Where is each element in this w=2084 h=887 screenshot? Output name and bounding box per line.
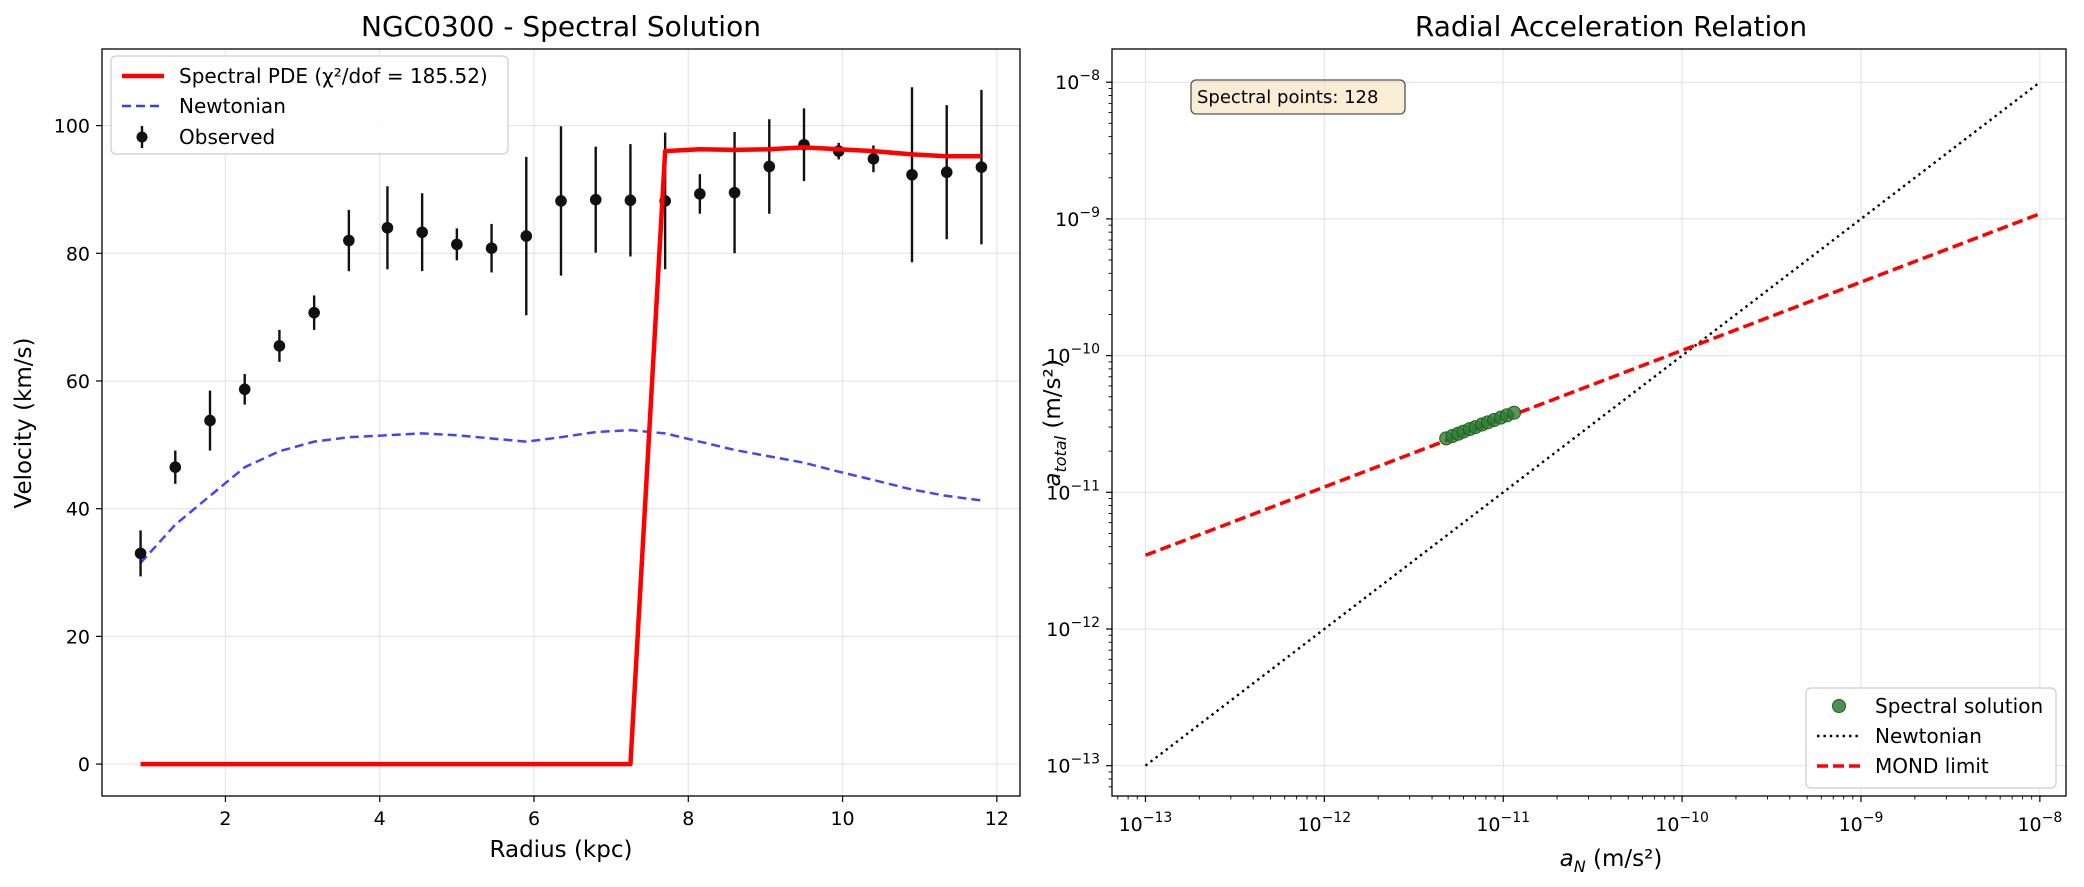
right-y-tick-label: 10−12: [1046, 615, 1100, 641]
observed-point: [381, 221, 394, 234]
right-series: [1144, 81, 2041, 767]
observed-point: [451, 238, 463, 251]
left-y-axis-label: Velocity (km/s): [11, 338, 37, 509]
right-x-tick-label: 10−8: [2017, 810, 2062, 836]
observed-point: [624, 194, 637, 207]
observed-point: [520, 230, 533, 242]
legend-label-spectral: Spectral PDE (χ²/dof = 185.52): [179, 64, 488, 88]
right-y-axis-label: atotal (m/s²): [1040, 359, 1070, 486]
observed-point: [204, 414, 216, 427]
right-x-axis-label-sub: N: [1574, 857, 1586, 876]
observed-point: [589, 193, 602, 206]
observed-point: [867, 153, 880, 165]
observed-point: [975, 161, 988, 173]
left-y-tick-label: 60: [66, 371, 90, 393]
left-x-tick-label: 10: [830, 808, 854, 830]
right-x-tick-label: 10−9: [1839, 810, 1884, 836]
right-y-tick-label: 10−13: [1046, 752, 1100, 778]
spectral-solution-point: [1507, 405, 1522, 420]
right-legend: Spectral solution Newtonian MOND limit: [1805, 687, 2057, 789]
left-chart: 2 4 6 8 10 12 0 20 40 60 80 100 NGC0300 - Spectral …: [11, 10, 1021, 863]
legend-swatch-observed-marker: [136, 131, 148, 143]
left-x-tick-label: 8: [682, 808, 694, 830]
legend-swatch-spectral-solution: [1832, 699, 1846, 713]
right-y-axis-label-sub: total: [1051, 435, 1070, 472]
right-x-axis-label-main: a: [1560, 846, 1574, 872]
newtonian-line: [1144, 81, 2041, 767]
right-chart-title: Radial Acceleration Relation: [1415, 10, 1807, 43]
right-x-axis-label: aN (m/s²): [1560, 846, 1663, 876]
observed-point: [555, 195, 567, 207]
right-x-tick-label: 10−10: [1655, 810, 1709, 836]
left-y-tick-label: 0: [78, 754, 90, 776]
right-y-axis-label-unit: (m/s²): [1040, 359, 1066, 436]
right-x-tick-label: 10−12: [1297, 810, 1351, 836]
legend-label-observed: Observed: [179, 125, 275, 149]
annotation-text: Spectral points: 128: [1197, 87, 1378, 108]
right-x-tick-label: 10−11: [1476, 810, 1530, 836]
left-legend-box: [110, 55, 509, 155]
right-y-tick-label: 10−8: [1055, 68, 1100, 94]
left-x-axis-label: Radius (kpc): [490, 837, 633, 863]
legend-label-spectral-solution: Spectral solution: [1875, 694, 2043, 718]
observed-point: [273, 340, 286, 352]
legend-label-mond: MOND limit: [1875, 754, 1989, 778]
legend-label-newtonian: Newtonian: [179, 94, 286, 118]
right-ticks: 10−13 10−13 10−12 10−12 10−11 10−11 10−10 10−10…: [1046, 68, 2062, 836]
left-legend: Spectral PDE (χ²/dof = 185.52) Newtonian…: [110, 55, 509, 155]
observed-point: [906, 168, 918, 181]
left-chart-title: NGC0300 - Spectral Solution: [361, 10, 761, 43]
observed-point: [238, 383, 251, 396]
left-y-tick-label: 100: [54, 116, 90, 138]
left-y-tick-label: 20: [66, 626, 90, 648]
annotation-box: [1190, 79, 1406, 115]
right-x-tick-label: 10−13: [1119, 810, 1173, 836]
spectral-points-annotation: Spectral points: 128: [1190, 79, 1406, 115]
right-y-tick-label: 10−11: [1046, 478, 1100, 504]
right-x-axis-label-unit: (m/s²): [1586, 846, 1663, 872]
legend-label-newtonian-right: Newtonian: [1875, 724, 1982, 748]
observed-point: [134, 547, 147, 560]
observed-point: [343, 234, 355, 247]
observed-point: [308, 306, 320, 319]
left-series: [134, 87, 988, 767]
spectral-pde-curve: [140, 145, 982, 767]
left-x-tick-label: 12: [985, 808, 1009, 830]
right-plot-area: [1112, 49, 2066, 796]
right-y-tick-label: 10−10: [1046, 342, 1100, 368]
observed-point: [416, 226, 428, 239]
left-x-tick-label: 6: [528, 808, 540, 830]
observed-point: [728, 186, 741, 199]
left-x-tick-label: 4: [374, 808, 386, 830]
right-y-axis-label-main: a: [1040, 473, 1066, 487]
left-plot-frame: [101, 48, 1021, 797]
left-y-tick-label: 40: [66, 499, 90, 521]
newtonian-curve: [139, 428, 982, 564]
right-legend-box: [1805, 687, 2057, 789]
right-chart: 10−13 10−13 10−12 10−12 10−11 10−11 10−10 10−10…: [1040, 10, 2067, 876]
left-x-tick-label: 2: [219, 808, 231, 830]
observed-point: [763, 160, 776, 173]
observed-point: [694, 188, 706, 200]
observed-point: [169, 461, 182, 473]
left-ticks: 2 4 6 8 10 12 0 20 40 60 80 100: [54, 116, 1009, 830]
left-y-tick-label: 80: [66, 243, 90, 265]
observed-point: [485, 242, 498, 254]
right-y-tick-label: 10−9: [1055, 205, 1100, 231]
observed-point: [940, 166, 953, 179]
